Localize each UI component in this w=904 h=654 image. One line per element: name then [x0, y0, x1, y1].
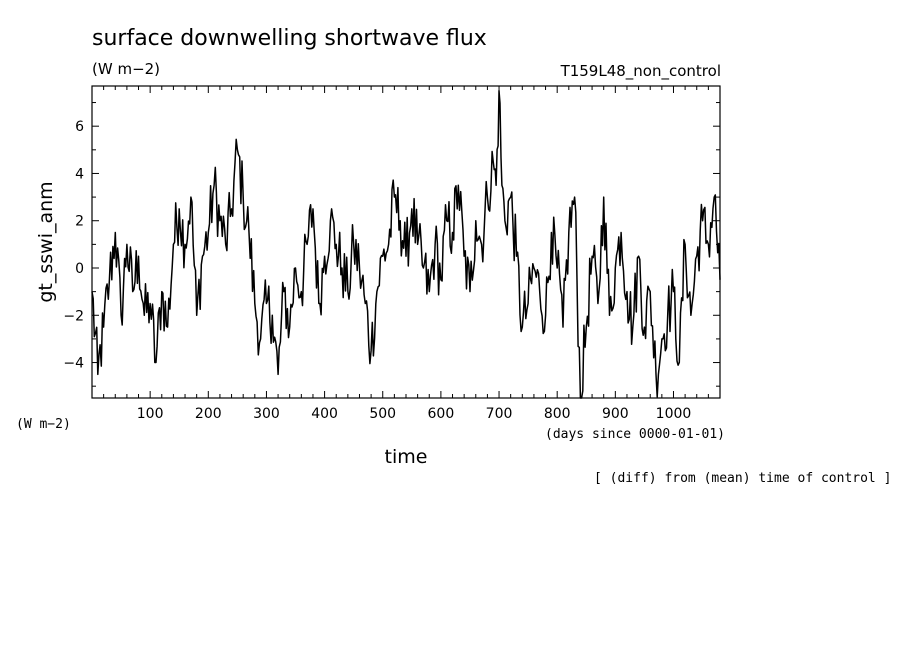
title-units: (W m−2) [92, 60, 160, 78]
y-tick-label-3: 2 [75, 214, 84, 230]
chart-note: [ (diff) from (mean) time of control ] [594, 471, 891, 486]
y-tick-label-0: −4 [63, 356, 84, 372]
x-tick-label-5: 600 [428, 406, 455, 422]
x-tick-label-7: 800 [544, 406, 571, 422]
y-tick-label-4: 4 [75, 166, 84, 182]
series-line-gt-sswi-anm [91, 89, 721, 399]
x-axis-ticks: 100 200 300 400 500 600 700 800 900 1000 [103, 86, 709, 422]
x-tick-label-4: 500 [369, 406, 396, 422]
x-tick-label-2: 300 [253, 406, 280, 422]
x-tick-label-8: 900 [602, 406, 629, 422]
y-tick-label-5: 6 [75, 119, 84, 135]
run-name: T159L48_non_control [560, 62, 721, 81]
y-tick-label-2: 0 [75, 261, 84, 277]
y-axis-label: gt_sswi_anm [35, 181, 57, 302]
x-tick-label-9: 1000 [656, 406, 692, 422]
x-tick-label-3: 400 [311, 406, 338, 422]
x-axis-units: (days since 0000-01-01) [545, 427, 725, 442]
x-tick-label-1: 200 [195, 406, 222, 422]
x-tick-label-0: 100 [137, 406, 164, 422]
x-axis-label: time [385, 446, 428, 468]
y-tick-label-1: −2 [63, 308, 84, 324]
y-axis-units: (W m−2) [16, 417, 71, 432]
x-tick-label-6: 700 [486, 406, 513, 422]
chart-title: surface downwelling shortwave flux [92, 26, 487, 51]
